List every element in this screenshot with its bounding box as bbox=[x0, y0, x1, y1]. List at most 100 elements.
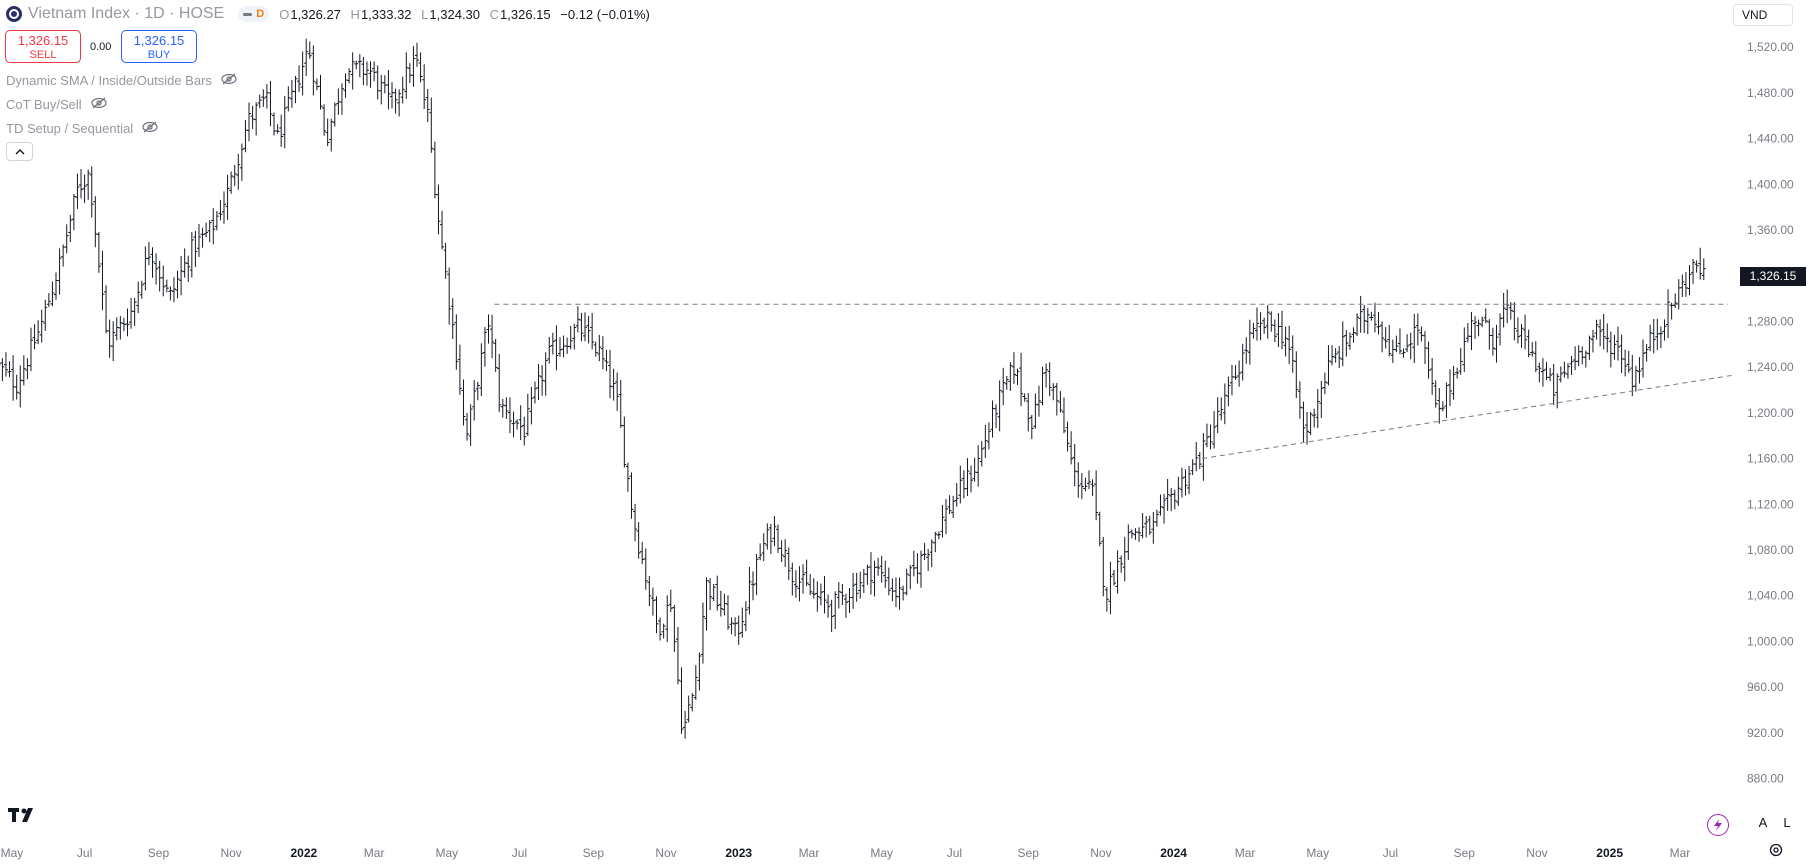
ohlc-bar bbox=[1630, 354, 1635, 397]
ohlc-bar bbox=[479, 343, 484, 397]
ohlc-bar bbox=[1605, 323, 1610, 353]
ohlc-bar bbox=[1165, 479, 1170, 511]
sell-button[interactable]: 1,326.15 SELL bbox=[5, 30, 81, 63]
ohlc-bar bbox=[440, 210, 445, 250]
ohlc-bar bbox=[711, 583, 716, 601]
eye-crossed-icon[interactable] bbox=[220, 72, 238, 89]
ohlc-bar bbox=[1494, 324, 1499, 363]
x-tick-label: Sep bbox=[148, 846, 170, 860]
ohlc-bar bbox=[1201, 433, 1206, 481]
ohlc-bar bbox=[475, 381, 480, 401]
ohlc-bar bbox=[272, 112, 277, 136]
ohlc-bar bbox=[161, 265, 166, 297]
ohlc-bar bbox=[947, 495, 952, 515]
currency-select[interactable]: VND bbox=[1733, 4, 1793, 26]
ohlc-bar bbox=[1358, 295, 1363, 333]
ohlc-bar bbox=[364, 61, 369, 86]
ohlc-bar bbox=[1262, 317, 1267, 334]
ohlc-bars bbox=[0, 38, 1706, 739]
symbol-logo-icon bbox=[6, 6, 22, 22]
ohlc-bar bbox=[1333, 348, 1338, 363]
ohlc-bar bbox=[1297, 381, 1302, 419]
ohlc-bar bbox=[1079, 473, 1084, 500]
ohlc-bar bbox=[500, 399, 505, 418]
ohlc-bar bbox=[922, 542, 927, 561]
interval-pill[interactable]: D bbox=[238, 6, 270, 22]
gear-icon[interactable] bbox=[1768, 842, 1784, 863]
x-tick-label: Sep bbox=[583, 846, 605, 860]
ohlc-bar bbox=[1011, 352, 1016, 384]
ohlc-bar bbox=[768, 523, 773, 554]
indicator-row-td-setup[interactable]: TD Setup / Sequential bbox=[6, 120, 159, 137]
ohlc-bar bbox=[1508, 302, 1513, 320]
y-tick-label: 880.00 bbox=[1747, 772, 1784, 786]
ohlc-bar bbox=[1022, 393, 1027, 402]
ohlc-bar bbox=[929, 539, 934, 568]
ohlc-bar bbox=[1047, 362, 1052, 397]
y-tick-label: 1,440.00 bbox=[1747, 132, 1794, 146]
ohlc-bar bbox=[171, 277, 176, 303]
ohlc-bar bbox=[1097, 511, 1102, 547]
price-axis[interactable]: 1,520.00 1,480.00 1,440.00 1,400.00 1,360.00… bbox=[1747, 40, 1794, 785]
indicator-row-cot[interactable]: CoT Buy/Sell bbox=[6, 96, 108, 113]
ohlc-bar bbox=[236, 153, 241, 190]
x-tick-label: May bbox=[435, 846, 458, 860]
ohlc-bar bbox=[96, 231, 101, 273]
ohlc-bar bbox=[114, 317, 119, 341]
y-tick-label: 1,160.00 bbox=[1747, 452, 1794, 466]
ohlc-bar bbox=[736, 615, 741, 645]
ohlc-bar bbox=[1626, 350, 1631, 373]
ohlc-bar bbox=[68, 214, 73, 242]
ohlc-bar bbox=[668, 589, 673, 612]
ohlc-bar bbox=[397, 89, 402, 117]
ohlc-bar bbox=[1015, 368, 1020, 385]
lightning-icon[interactable] bbox=[1707, 814, 1729, 836]
buy-button[interactable]: 1,326.15 BUY bbox=[121, 30, 197, 63]
ohlc-bar bbox=[393, 88, 398, 114]
log-scale-button[interactable]: L bbox=[1783, 815, 1791, 830]
ohlc-bar bbox=[836, 582, 841, 609]
ohlc-bar bbox=[104, 285, 109, 334]
ohlc-bar bbox=[933, 531, 938, 553]
ohlc-bar bbox=[1601, 313, 1606, 350]
x-tick-label: 2022 bbox=[290, 846, 317, 860]
ohlc-bar bbox=[1412, 313, 1417, 364]
eye-crossed-icon[interactable] bbox=[141, 120, 159, 137]
time-axis[interactable]: May Jul Sep Nov 2022 Mar May Jul Sep Nov 2023 Mar Ma… bbox=[1, 846, 1691, 860]
high-label: H bbox=[350, 6, 360, 22]
ohlc-bar bbox=[1083, 477, 1088, 492]
ohlc-bar bbox=[901, 585, 906, 601]
ohlc-bar bbox=[904, 568, 909, 596]
ohlc-bar bbox=[704, 577, 709, 631]
tradingview-logo-icon[interactable] bbox=[8, 806, 40, 829]
ohlc-bar bbox=[1051, 383, 1056, 401]
trend-support-line[interactable] bbox=[1202, 374, 1734, 460]
ohlc-bar bbox=[368, 61, 373, 88]
collapse-legend-button[interactable] bbox=[6, 142, 33, 161]
ohlc-bar bbox=[482, 327, 487, 367]
ohlc-bar bbox=[0, 358, 5, 382]
ohlc-bar bbox=[1362, 305, 1367, 334]
eye-crossed-icon[interactable] bbox=[90, 96, 108, 113]
minus-icon bbox=[243, 12, 253, 16]
ohlc-bar bbox=[783, 539, 788, 567]
ohlc-bar bbox=[25, 358, 30, 380]
symbol-title[interactable]: Vietnam Index · 1D · HOSE bbox=[28, 5, 225, 22]
y-tick-label: 1,240.00 bbox=[1747, 360, 1794, 374]
ohlc-bar bbox=[1451, 365, 1456, 400]
ohlc-bar bbox=[1458, 347, 1463, 375]
ohlc-bar bbox=[1069, 431, 1074, 465]
ohlc-bar bbox=[93, 196, 98, 248]
ohlc-bar bbox=[1126, 524, 1131, 560]
ohlc-bar bbox=[1397, 328, 1402, 355]
ohlc-bar bbox=[443, 242, 448, 279]
ohlc-bar bbox=[1637, 357, 1642, 384]
ohlc-bar bbox=[1598, 319, 1603, 347]
ohlc-bar bbox=[1001, 367, 1006, 406]
ohlc-bar bbox=[747, 566, 752, 615]
ohlc-bar bbox=[525, 393, 530, 436]
ohlc-bar bbox=[436, 184, 441, 235]
indicator-row-dynamic-sma[interactable]: Dynamic SMA / Inside/Outside Bars bbox=[6, 72, 238, 89]
auto-scale-button[interactable]: A bbox=[1758, 815, 1768, 830]
